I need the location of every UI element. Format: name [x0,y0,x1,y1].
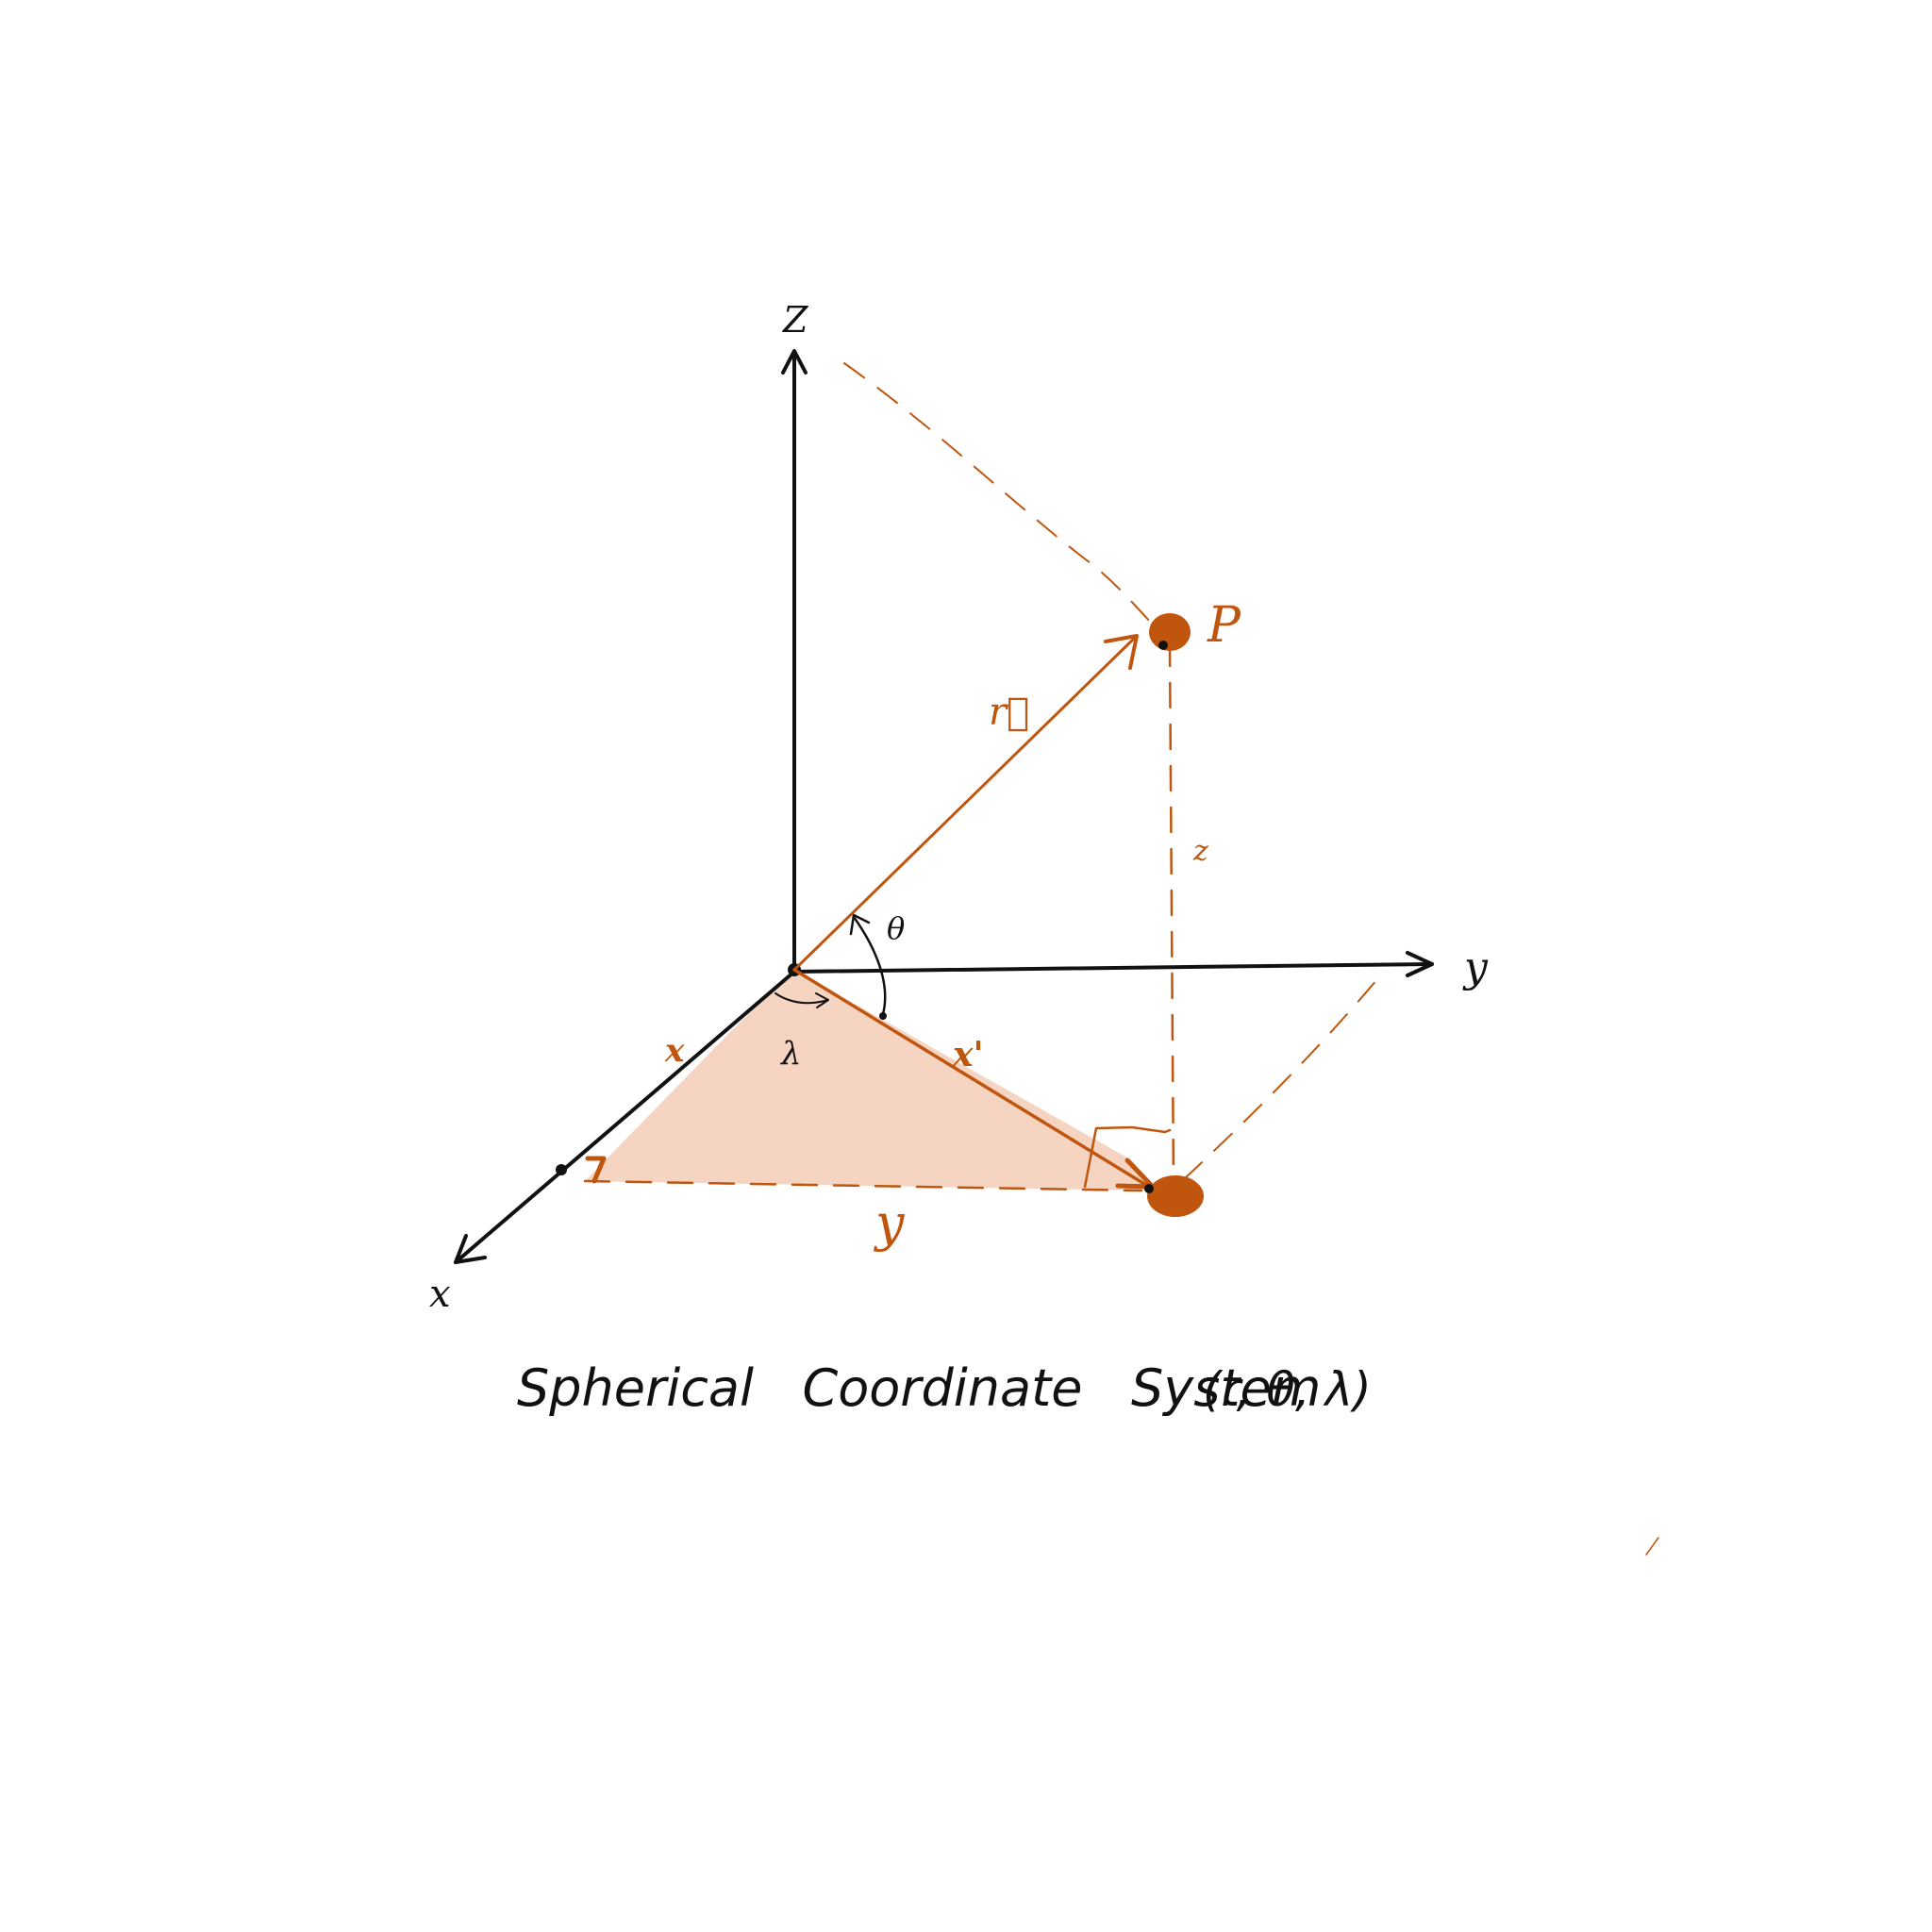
dashed-arc-from-z [843,362,1157,628]
point-p [1149,613,1191,651]
z-height-label: z [1192,835,1208,868]
stray-mark [1645,1537,1659,1556]
x-axis-arrowhead [454,1234,487,1264]
lambda-label: λ [779,1035,802,1073]
point-p-center [1158,641,1168,650]
theta-arc-arrowhead [849,913,871,936]
z-axis-label: Z [782,299,808,341]
right-angle-marker-projection [1083,1125,1172,1189]
point-p-projection [1147,1175,1204,1217]
y-axis-arrowhead [1406,951,1434,977]
y-axis-label: y [1462,943,1489,991]
theta-arc-end [879,1012,887,1020]
z-axis-arrowhead [781,349,808,375]
x-axis [454,970,796,1264]
projection-triangle-shading [585,970,1153,1191]
vector-r-label: r⃗ [989,691,1029,734]
point-p-projection-center [1144,1184,1154,1193]
dashed-height-line [1168,640,1175,1189]
y-segment-label: y [874,1193,906,1253]
x-segment-label: x [664,1032,685,1070]
caption-title: Spherical Coordinate System [517,1358,1321,1418]
theta-label: θ [887,910,905,946]
lambda-arc-arrowhead [815,992,829,1008]
dashed-y-segment [583,1179,1143,1192]
projection-vector [792,968,1151,1189]
x-axis-tick [556,1164,567,1175]
projection-label: x' [952,1035,983,1074]
x-axis-label: x [429,1273,451,1316]
position-vector [792,634,1139,972]
caption-tuple: (r, θ, λ) [1203,1362,1372,1417]
lambda-arc [774,992,829,1005]
dashed-line-to-y-axis [1183,973,1383,1180]
position-vector-arrowhead [1104,634,1139,670]
point-p-label: P [1207,597,1241,654]
right-angle-marker-x [585,1156,607,1184]
y-axis [792,962,1434,974]
theta-arc [852,915,887,1016]
